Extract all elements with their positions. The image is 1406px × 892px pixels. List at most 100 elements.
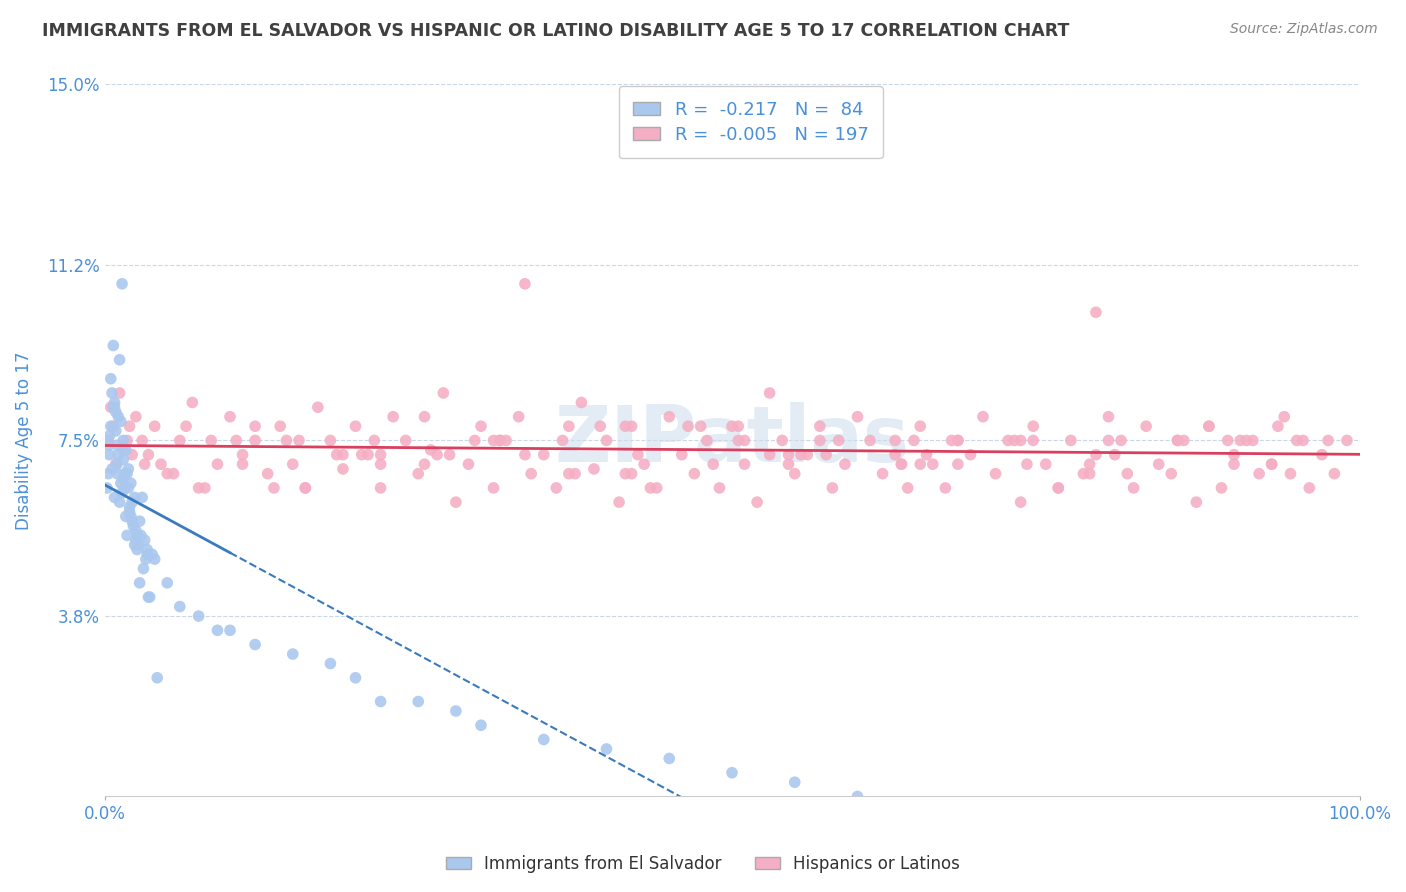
- Point: [1223, 448, 1246, 462]
- Point: [121, 495, 143, 509]
- Point: [1022, 434, 1045, 448]
- Point: [118, 419, 141, 434]
- Point: [1015, 457, 1038, 471]
- Point: [1073, 467, 1095, 481]
- Point: [1097, 434, 1119, 448]
- Point: [721, 765, 744, 780]
- Point: [946, 434, 969, 448]
- Y-axis label: Disability Age 5 to 17: Disability Age 5 to 17: [15, 351, 32, 530]
- Point: [513, 277, 536, 291]
- Point: [676, 419, 699, 434]
- Point: [162, 467, 184, 481]
- Point: [115, 467, 138, 481]
- Point: [138, 448, 160, 462]
- Point: [444, 495, 467, 509]
- Point: [104, 424, 127, 438]
- Point: [778, 448, 800, 462]
- Point: [884, 448, 907, 462]
- Point: [1035, 457, 1057, 471]
- Point: [131, 491, 153, 505]
- Point: [108, 495, 131, 509]
- Point: [105, 457, 128, 471]
- Point: [344, 671, 367, 685]
- Point: [181, 395, 204, 409]
- Point: [232, 457, 254, 471]
- Point: [117, 481, 139, 495]
- Point: [135, 552, 157, 566]
- Point: [114, 509, 136, 524]
- Point: [426, 448, 449, 462]
- Point: [104, 457, 127, 471]
- Point: [689, 419, 711, 434]
- Point: [1047, 481, 1070, 495]
- Point: [1241, 434, 1264, 448]
- Point: [125, 409, 148, 424]
- Point: [897, 481, 920, 495]
- Point: [1047, 481, 1070, 495]
- Point: [232, 448, 254, 462]
- Point: [470, 718, 492, 732]
- Point: [120, 476, 142, 491]
- Point: [827, 434, 849, 448]
- Point: [332, 448, 354, 462]
- Point: [124, 491, 146, 505]
- Point: [821, 481, 844, 495]
- Point: [533, 732, 555, 747]
- Point: [122, 519, 145, 533]
- Point: [127, 542, 149, 557]
- Point: [1223, 457, 1246, 471]
- Point: [702, 457, 724, 471]
- Point: [143, 552, 166, 566]
- Point: [745, 495, 768, 509]
- Point: [103, 395, 125, 409]
- Point: [131, 434, 153, 448]
- Point: [96, 481, 118, 495]
- Text: IMMIGRANTS FROM EL SALVADOR VS HISPANIC OR LATINO DISABILITY AGE 5 TO 17 CORRELA: IMMIGRANTS FROM EL SALVADOR VS HISPANIC …: [42, 22, 1070, 40]
- Point: [934, 481, 956, 495]
- Point: [112, 471, 135, 485]
- Point: [1167, 434, 1189, 448]
- Point: [921, 457, 943, 471]
- Point: [734, 434, 756, 448]
- Point: [110, 476, 132, 491]
- Point: [571, 395, 593, 409]
- Point: [112, 452, 135, 467]
- Point: [546, 481, 568, 495]
- Point: [1122, 481, 1144, 495]
- Point: [114, 467, 136, 481]
- Point: [325, 448, 347, 462]
- Point: [200, 434, 222, 448]
- Point: [1060, 434, 1083, 448]
- Point: [124, 538, 146, 552]
- Point: [464, 434, 486, 448]
- Point: [815, 448, 838, 462]
- Point: [520, 467, 543, 481]
- Point: [1310, 448, 1333, 462]
- Point: [114, 481, 136, 495]
- Point: [97, 467, 120, 481]
- Point: [413, 457, 436, 471]
- Point: [640, 481, 662, 495]
- Point: [103, 401, 125, 415]
- Point: [783, 467, 806, 481]
- Point: [1229, 434, 1251, 448]
- Point: [1116, 467, 1139, 481]
- Point: [564, 467, 586, 481]
- Point: [138, 590, 160, 604]
- Point: [439, 448, 461, 462]
- Point: [319, 657, 342, 671]
- Point: [727, 434, 749, 448]
- Point: [112, 434, 135, 448]
- Point: [470, 419, 492, 434]
- Point: [972, 409, 994, 424]
- Point: [915, 448, 938, 462]
- Point: [432, 386, 454, 401]
- Point: [1022, 419, 1045, 434]
- Point: [558, 467, 581, 481]
- Point: [307, 401, 329, 415]
- Point: [256, 467, 278, 481]
- Point: [1198, 419, 1220, 434]
- Point: [332, 462, 354, 476]
- Point: [727, 419, 749, 434]
- Point: [1336, 434, 1358, 448]
